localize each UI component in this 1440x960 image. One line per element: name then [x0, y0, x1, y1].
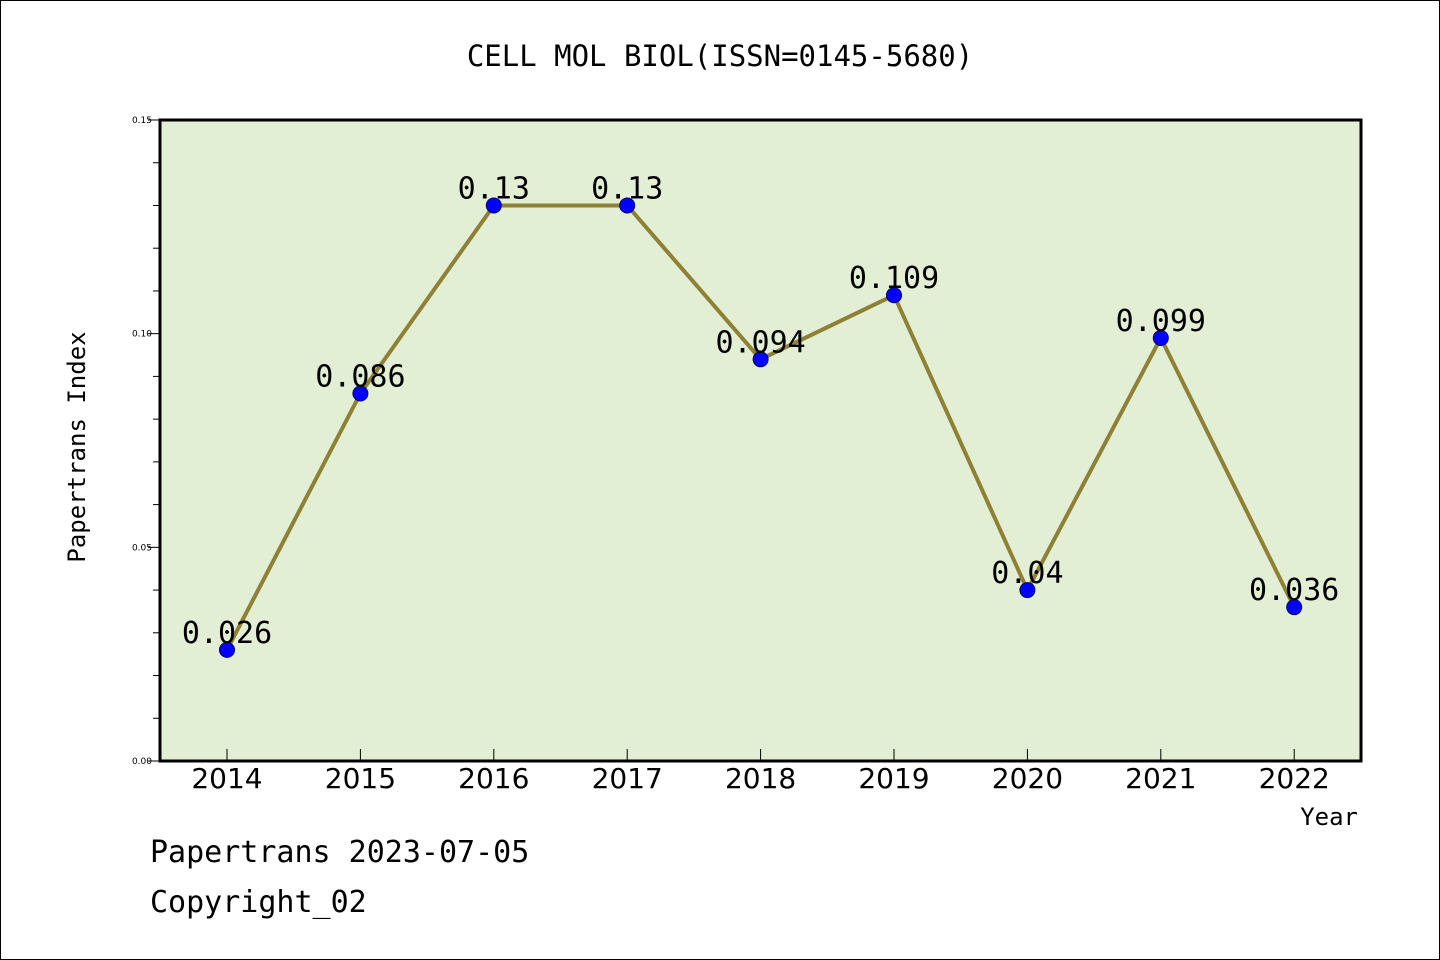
series-papertrans-index [219, 197, 1303, 658]
x-tick-label: 2022 [1259, 762, 1330, 795]
data-label: 0.13 [591, 171, 663, 206]
data-label: 0.094 [715, 325, 805, 360]
data-point [1152, 329, 1169, 346]
plot-background [160, 120, 1361, 761]
data-point [485, 197, 502, 214]
footer-copyright-text: Copyright_02 [150, 885, 367, 920]
y-tick-label: 0.05 [132, 543, 152, 553]
data-label: 0.086 [315, 359, 405, 394]
data-label: 0.099 [1116, 304, 1206, 339]
y-axis-ticks: 0.00 0.05 0.10 0.15 [132, 116, 160, 767]
x-axis-label: Year [1300, 803, 1358, 831]
data-point [1286, 599, 1303, 616]
plot-border [158, 118, 1363, 763]
x-tick-label: 2014 [191, 762, 262, 795]
data-point [752, 351, 769, 368]
x-tick-label: 2015 [325, 762, 396, 795]
y-axis-label: Papertrans Index [63, 331, 91, 562]
data-label: 0.036 [1249, 573, 1339, 608]
x-tick-label: 2020 [992, 762, 1063, 795]
footer-date-text: Papertrans 2023-07-05 [150, 835, 530, 870]
data-point [619, 197, 636, 214]
data-point [886, 287, 902, 304]
data-point [219, 641, 235, 658]
x-tick-label: 2017 [592, 762, 663, 795]
x-tick-label: 2019 [858, 762, 929, 795]
data-label: 0.109 [849, 261, 939, 296]
chart-title: CELL MOL BIOL(ISSN=0145-5680) [467, 39, 973, 73]
y-tick-label: 0.10 [132, 330, 152, 340]
data-point [352, 385, 369, 402]
x-axis-ticks: 2014 2015 2016 2017 2018 2019 2020 2021 2022 [191, 749, 1330, 795]
x-tick-label: 2016 [458, 762, 529, 795]
data-point [1019, 582, 1036, 599]
x-tick-label: 2018 [725, 762, 796, 795]
y-tick-label: 0.15 [132, 116, 152, 126]
data-label: 0.04 [991, 556, 1063, 591]
data-label: 0.026 [182, 616, 272, 651]
y-tick-label: 0.00 [132, 757, 152, 767]
data-label: 0.13 [458, 171, 530, 206]
x-tick-label: 2021 [1125, 762, 1196, 795]
data-labels: 0.026 0.086 0.13 0.13 0.094 0.109 0.04 0.099 0.0… [182, 171, 1340, 650]
